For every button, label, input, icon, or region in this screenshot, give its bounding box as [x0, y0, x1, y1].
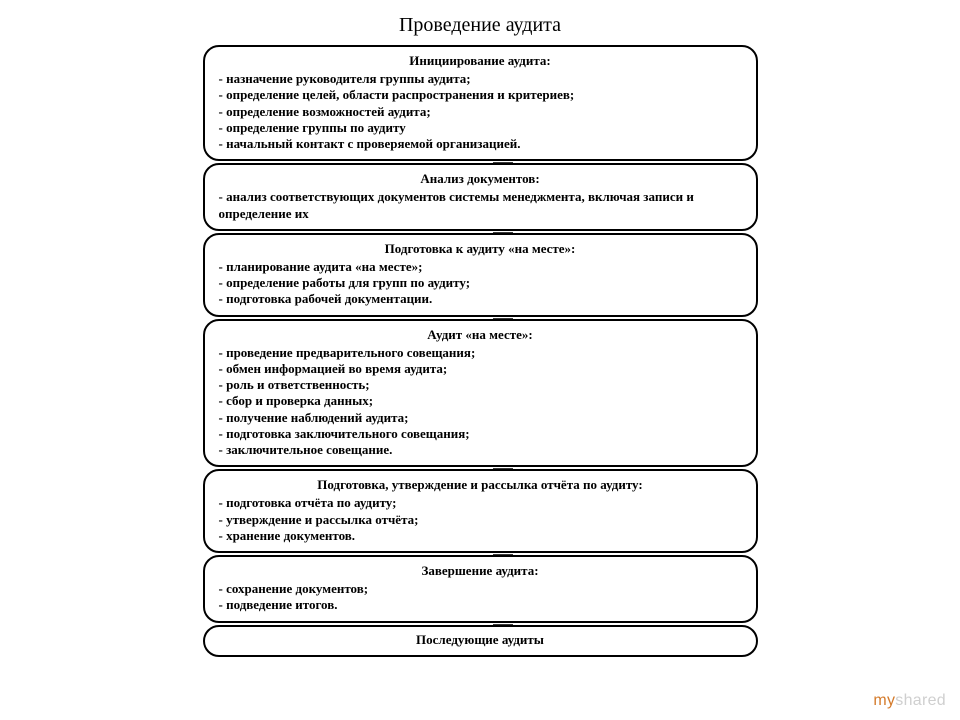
node-item: - утверждение и рассылка отчёта; [219, 512, 742, 528]
flow-node: Анализ документов: - анализ соответствующ… [203, 163, 758, 231]
node-item: - получение наблюдений аудита; [219, 410, 742, 426]
node-item: - определение возможностей аудита; [219, 104, 742, 120]
node-title: Подготовка, утверждение и рассылка отчёт… [219, 477, 742, 493]
page-title: Проведение аудита [0, 0, 960, 45]
node-items: - назначение руководителя группы аудита;… [219, 71, 742, 152]
node-item: - обмен информацией во время аудита; [219, 361, 742, 377]
node-items: - сохранение документов;- подведение ито… [219, 581, 742, 614]
node-title: Последующие аудиты [219, 632, 742, 648]
node-item: - сбор и проверка данных; [219, 393, 742, 409]
watermark-accent: my [873, 692, 895, 709]
node-item: - проведение предварительного совещания; [219, 345, 742, 361]
node-title: Завершение аудита: [219, 563, 742, 579]
node-item: - определение целей, области распростран… [219, 87, 742, 103]
node-item: - хранение документов. [219, 528, 742, 544]
node-item: - подготовка отчёта по аудиту; [219, 495, 742, 511]
node-item: - назначение руководителя группы аудита; [219, 71, 742, 87]
watermark: myshared [873, 692, 946, 710]
node-item: - анализ соответствующих документов сист… [219, 189, 742, 222]
node-item: - сохранение документов; [219, 581, 742, 597]
node-item: - подготовка рабочей документации. [219, 291, 742, 307]
node-item: - заключительное совещание. [219, 442, 742, 458]
node-item: - подведение итогов. [219, 597, 742, 613]
node-item: - определение работы для групп по аудиту… [219, 275, 742, 291]
flow-node: Инициирование аудита: - назначение руково… [203, 45, 758, 161]
node-title: Аудит «на месте»: [219, 327, 742, 343]
node-items: - проведение предварительного совещания;… [219, 345, 742, 459]
node-title: Анализ документов: [219, 171, 742, 187]
watermark-rest: shared [895, 692, 946, 709]
node-item: - планирование аудита «на месте»; [219, 259, 742, 275]
node-items: - подготовка отчёта по аудиту;- утвержде… [219, 495, 742, 544]
flow-node: Аудит «на месте»: - проведение предварите… [203, 319, 758, 468]
node-title: Подготовка к аудиту «на месте»: [219, 241, 742, 257]
flowchart: Инициирование аудита: - назначение руково… [203, 45, 758, 657]
node-item: - определение группы по аудиту [219, 120, 742, 136]
flow-node: Подготовка, утверждение и рассылка отчёт… [203, 469, 758, 553]
node-items: - планирование аудита «на месте»;- опред… [219, 259, 742, 308]
flow-node: Завершение аудита: - сохранение документо… [203, 555, 758, 623]
flow-node: Подготовка к аудиту «на месте»: - планиро… [203, 233, 758, 317]
node-item: - начальный контакт с проверяемой органи… [219, 136, 742, 152]
node-title: Инициирование аудита: [219, 53, 742, 69]
node-item: - роль и ответственность; [219, 377, 742, 393]
node-items: - анализ соответствующих документов сист… [219, 189, 742, 222]
node-item: - подготовка заключительного совещания; [219, 426, 742, 442]
flow-node: Последующие аудиты [203, 625, 758, 657]
